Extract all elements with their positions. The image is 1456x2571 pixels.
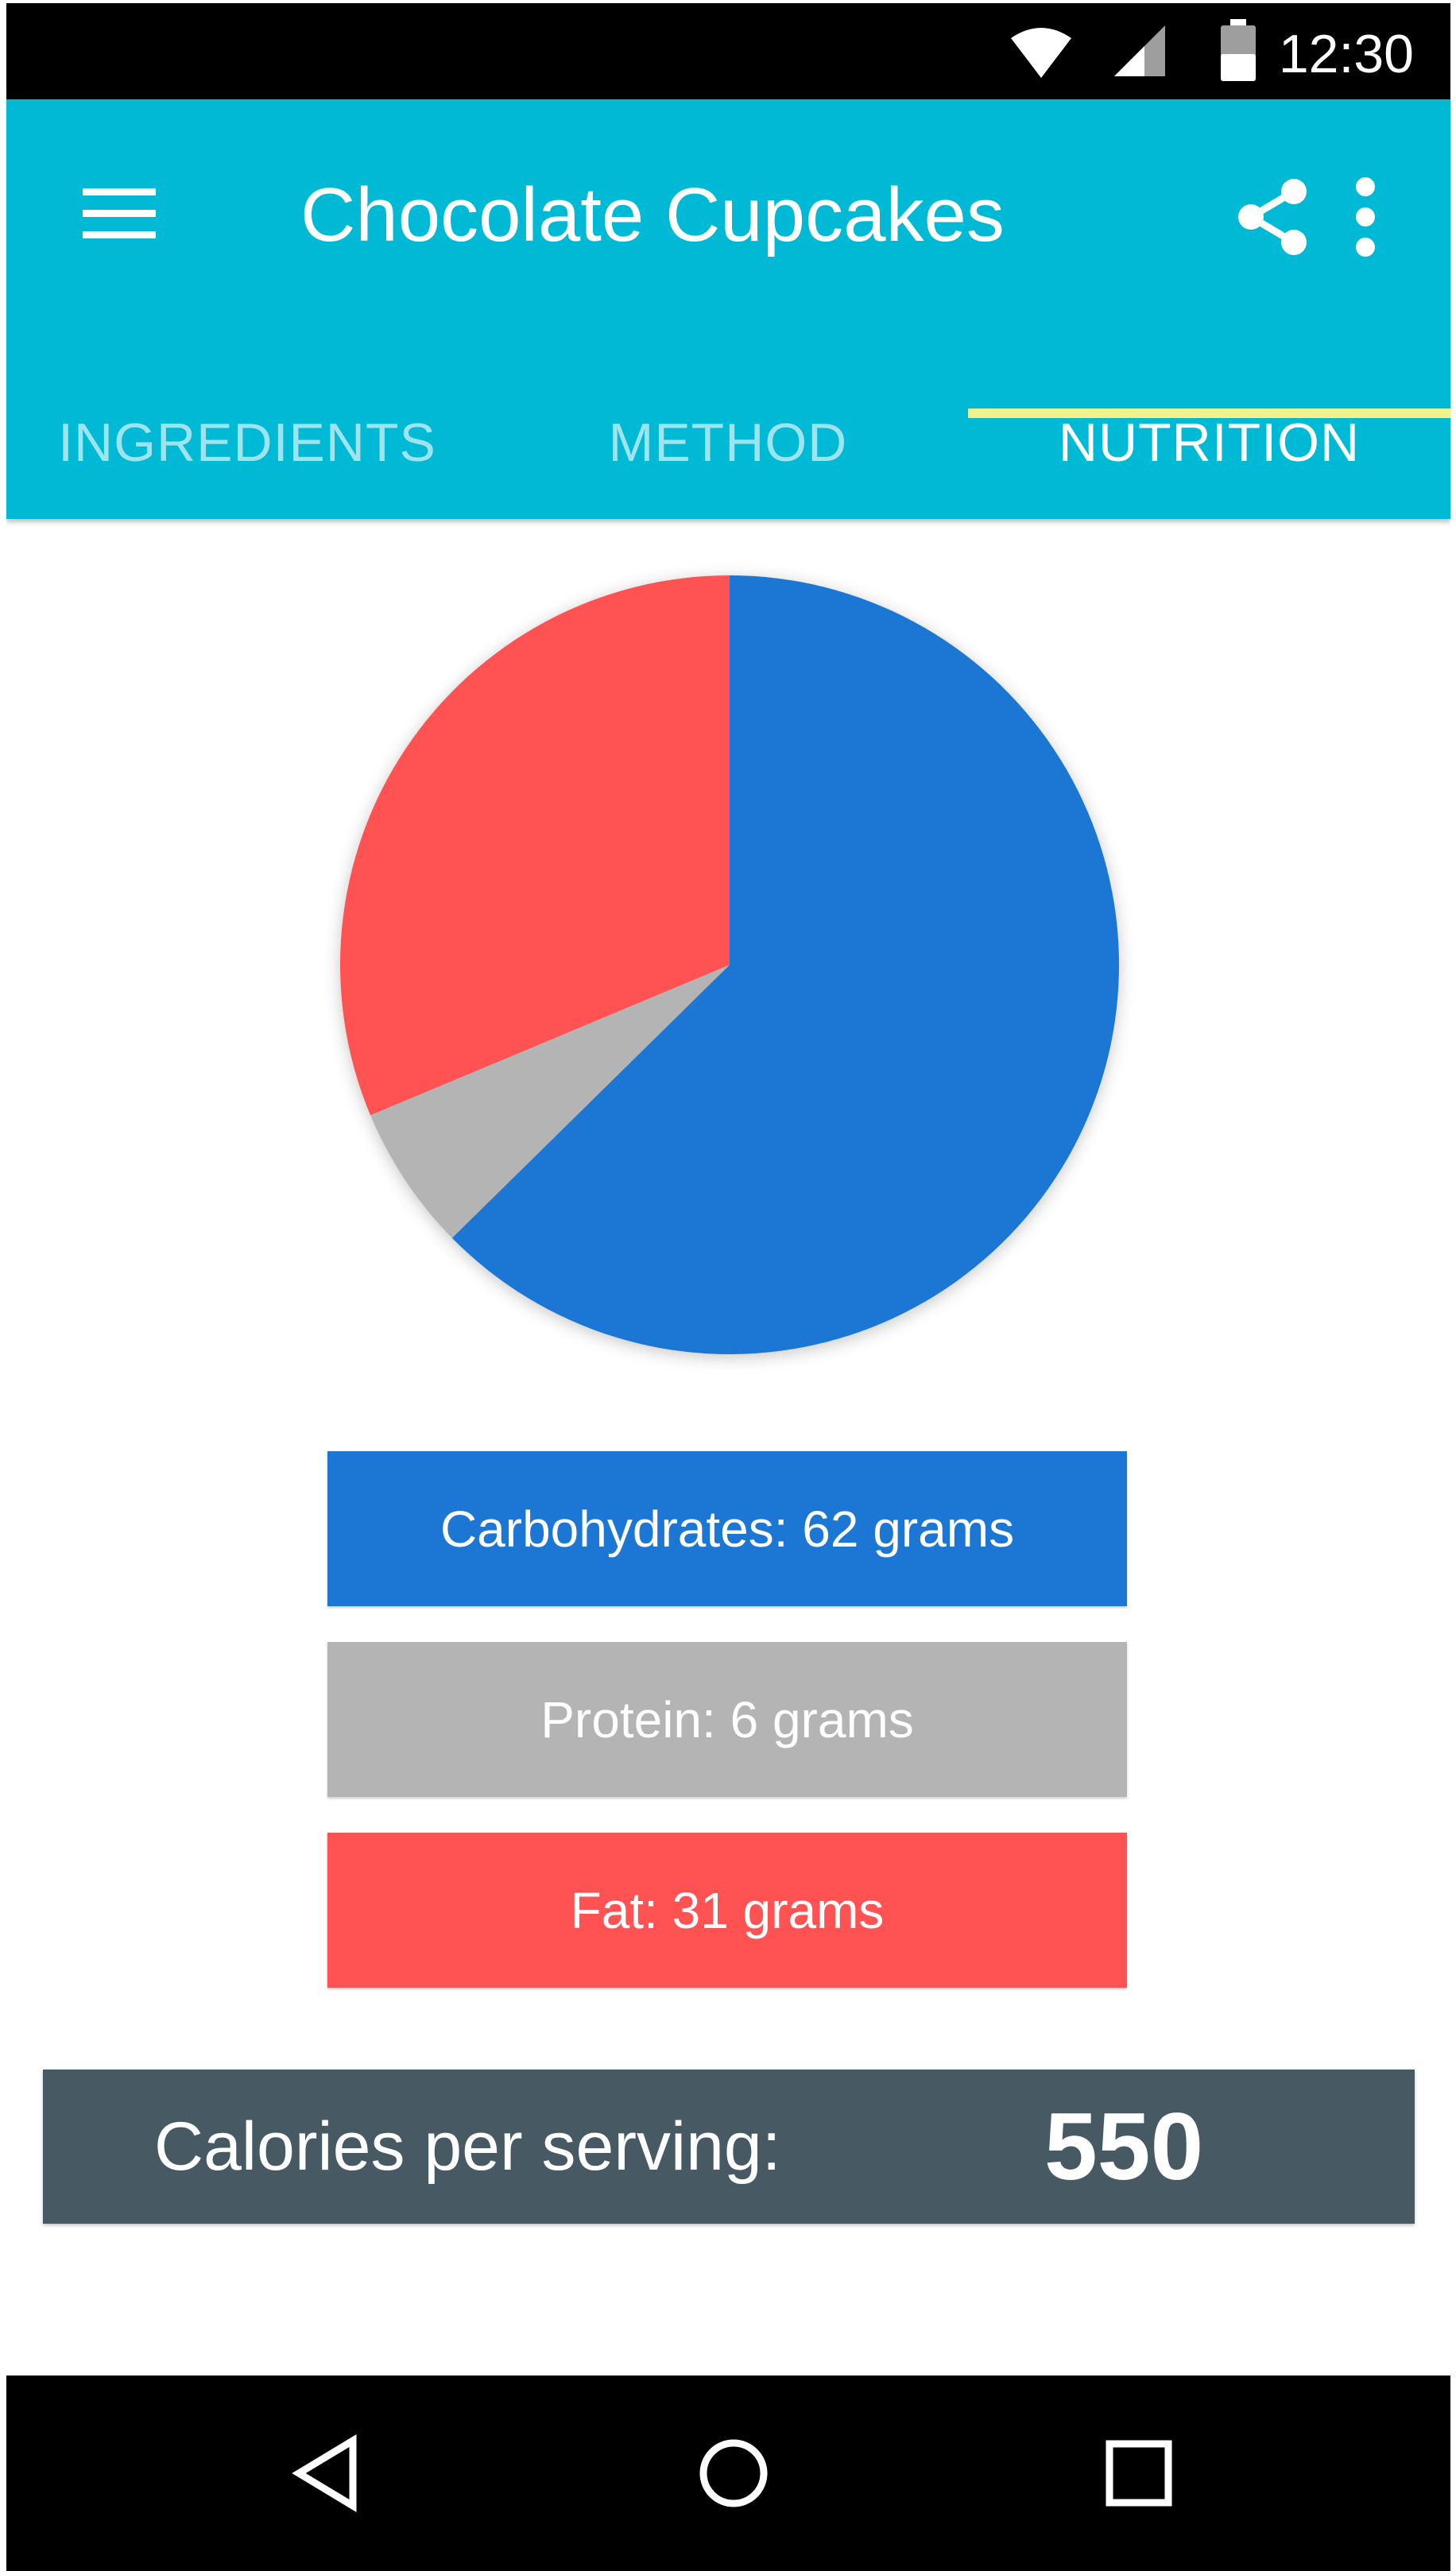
legend-label: Protein: 6 grams [540,1690,914,1748]
home-icon[interactable] [690,2430,777,2517]
legend-label: Carbohydrates: 62 grams [440,1500,1015,1558]
battery-icon [1218,19,1259,87]
tab-label: INGREDIENTS [58,412,436,473]
calories-panel: Calories per serving: 550 [43,2070,1415,2224]
tab-label: METHOD [608,412,848,473]
legend-protein: Protein: 6 grams [327,1642,1127,1797]
back-icon[interactable] [285,2430,372,2517]
calories-label: Calories per serving: [154,2108,781,2185]
signal-icon [1113,24,1168,83]
legend-label: Fat: 31 grams [570,1881,885,1939]
tab-ingredients[interactable]: INGREDIENTS [6,366,488,519]
more-vertical-icon[interactable] [1342,176,1389,258]
tab-label: NUTRITION [1058,412,1361,473]
pie-slice-fat [340,575,730,1116]
tab-method[interactable]: METHOD [488,366,968,519]
navigation-bar [6,2375,1450,2571]
calories-value: 550 [1044,2093,1204,2200]
pie-slice-protein [370,965,730,1238]
recents-icon[interactable] [1095,2430,1183,2517]
tab-nutrition[interactable]: NUTRITION [968,366,1450,519]
wifi-icon [1009,24,1073,83]
nutrition-pie-chart [324,560,1135,1370]
legend-fat: Fat: 31 grams [327,1833,1127,1988]
app-bar: Chocolate Cupcakes INGREDIENTS METHOD [6,99,1450,519]
page-title: Chocolate Cupcakes [300,172,1005,257]
share-icon[interactable] [1237,177,1308,257]
tab-bar: INGREDIENTS METHOD NUTRITION [6,366,1450,519]
menu-icon[interactable] [79,182,159,246]
pie-slice-carbohydrates [451,575,1119,1354]
status-clock: 12:30 [1278,24,1414,84]
app-screen: 12:30 Chocolate Cupcakes [6,3,1450,2571]
active-tab-indicator [968,408,1450,418]
legend-carbohydrates: Carbohydrates: 62 grams [327,1451,1127,1606]
status-bar: 12:30 [6,3,1450,99]
